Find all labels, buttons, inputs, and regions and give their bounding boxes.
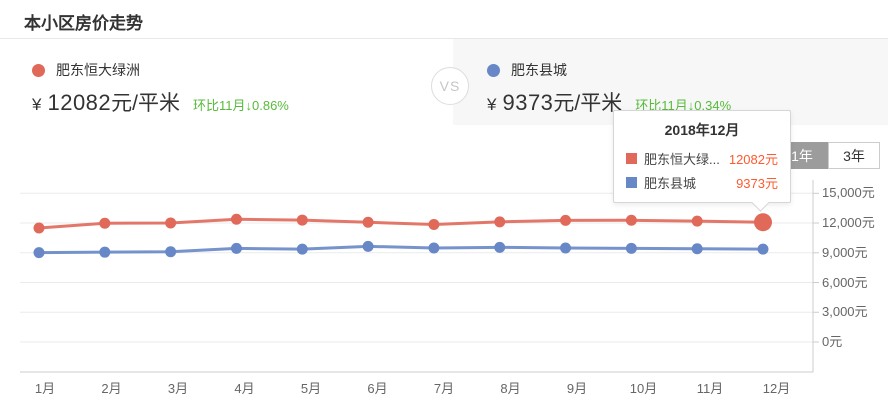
district-name-row: 肥东县城 xyxy=(487,60,731,80)
line-chart-canvas xyxy=(20,180,819,373)
tooltip-series-name: 肥东恒大绿... xyxy=(644,152,720,167)
data-point[interactable] xyxy=(362,240,374,252)
community-price: 12082 xyxy=(47,90,112,115)
price-unit: 元/平米 xyxy=(111,92,180,115)
price-unit: 元/平米 xyxy=(553,92,623,115)
data-point[interactable] xyxy=(560,242,572,254)
data-point[interactable] xyxy=(33,247,45,259)
series-marker-blue-icon xyxy=(487,63,500,77)
y-axis-label: 0元 xyxy=(822,334,843,349)
x-axis-label: 5月 xyxy=(300,381,322,396)
community-price-row: ¥ 12082 元/平米 环比11月↓0.86% xyxy=(32,87,289,117)
tab-3-year[interactable]: 3年 xyxy=(828,142,880,169)
x-axis-label: 2月 xyxy=(101,381,122,396)
tooltip-row: 肥东恒大绿... 12082元 xyxy=(626,149,778,168)
x-axis-label: 3月 xyxy=(167,381,189,396)
range-tabs: 1年 3年 xyxy=(776,142,880,169)
data-point[interactable] xyxy=(625,214,637,226)
x-axis-label: 1月 xyxy=(34,381,56,396)
data-point[interactable] xyxy=(362,216,374,228)
x-axis-label: 11月 xyxy=(696,381,724,396)
district-name: 肥东县城 xyxy=(511,62,567,78)
tooltip-series-value: 9373元 xyxy=(736,176,778,191)
data-point[interactable] xyxy=(691,243,703,255)
x-axis-label: 8月 xyxy=(500,381,521,396)
data-point[interactable] xyxy=(560,214,572,226)
district-price-row: ¥ 9373 元/平米 环比11月↓0.34% xyxy=(487,87,731,117)
community-name-row: 肥东恒大绿洲 xyxy=(32,60,289,80)
y-axis-label: 6,000元 xyxy=(822,274,868,290)
tooltip-title: 2018年12月 xyxy=(664,122,740,138)
data-point[interactable] xyxy=(230,213,242,225)
tooltip-series-swatch-icon xyxy=(626,153,637,164)
tooltip-series-name: 肥东县城 xyxy=(644,176,697,191)
data-point[interactable] xyxy=(428,242,440,254)
data-point[interactable] xyxy=(230,242,242,254)
vs-badge: VS xyxy=(431,67,469,105)
data-point[interactable] xyxy=(757,243,769,255)
title-divider xyxy=(0,38,888,39)
tooltip-series-value: 12082元 xyxy=(728,152,778,167)
x-axis-label: 12月 xyxy=(762,381,791,396)
data-point[interactable] xyxy=(296,214,308,226)
data-point[interactable] xyxy=(165,246,177,258)
y-axis-label: 3,000元 xyxy=(822,304,868,320)
y-axis-label: 12,000元 xyxy=(822,215,875,231)
x-axis-label: 9月 xyxy=(566,381,588,396)
tooltip-row: 肥东县城 9373元 xyxy=(626,173,778,192)
x-axis-label: 6月 xyxy=(367,381,388,396)
data-point[interactable] xyxy=(99,246,111,258)
y-axis-label: 15,000元 xyxy=(822,185,875,201)
data-point[interactable] xyxy=(165,217,177,229)
community-name: 肥东恒大绿洲 xyxy=(56,62,140,78)
district-price: 9373 xyxy=(502,90,554,115)
y-axis-label: 9,000元 xyxy=(822,244,868,260)
data-point[interactable] xyxy=(754,213,772,232)
data-point[interactable] xyxy=(33,222,45,234)
data-point[interactable] xyxy=(691,215,703,227)
tooltip-rows: 肥东恒大绿... 12082元肥东县城 9373元 xyxy=(626,149,778,192)
data-point[interactable] xyxy=(296,243,308,255)
x-axis-label: 4月 xyxy=(234,381,255,396)
currency-symbol: ¥ xyxy=(487,95,497,114)
community-mom-change: 环比11月↓0.86% xyxy=(193,98,289,113)
data-point[interactable] xyxy=(494,241,506,253)
x-axis-label: 7月 xyxy=(433,381,455,396)
chart-tooltip: 2018年12月 肥东恒大绿... 12082元肥东县城 9373元 xyxy=(613,110,791,212)
panel-community: 肥东恒大绿洲 ¥ 12082 元/平米 环比11月↓0.86% xyxy=(32,60,289,117)
page-title: 本小区房价走势 xyxy=(24,14,143,33)
currency-symbol: ¥ xyxy=(32,95,42,114)
data-point[interactable] xyxy=(99,217,111,229)
price-line-community xyxy=(38,217,764,230)
data-point[interactable] xyxy=(428,219,440,231)
series-marker-red-icon xyxy=(32,63,45,77)
tooltip-series-swatch-icon xyxy=(626,177,637,188)
data-point[interactable] xyxy=(494,216,506,228)
panel-district: 肥东县城 ¥ 9373 元/平米 环比11月↓0.34% xyxy=(487,60,731,117)
district-mom-change: 环比11月↓0.34% xyxy=(635,98,732,113)
x-axis-label: 10月 xyxy=(629,381,658,396)
data-point[interactable] xyxy=(625,242,637,254)
price-line-district xyxy=(38,244,764,255)
